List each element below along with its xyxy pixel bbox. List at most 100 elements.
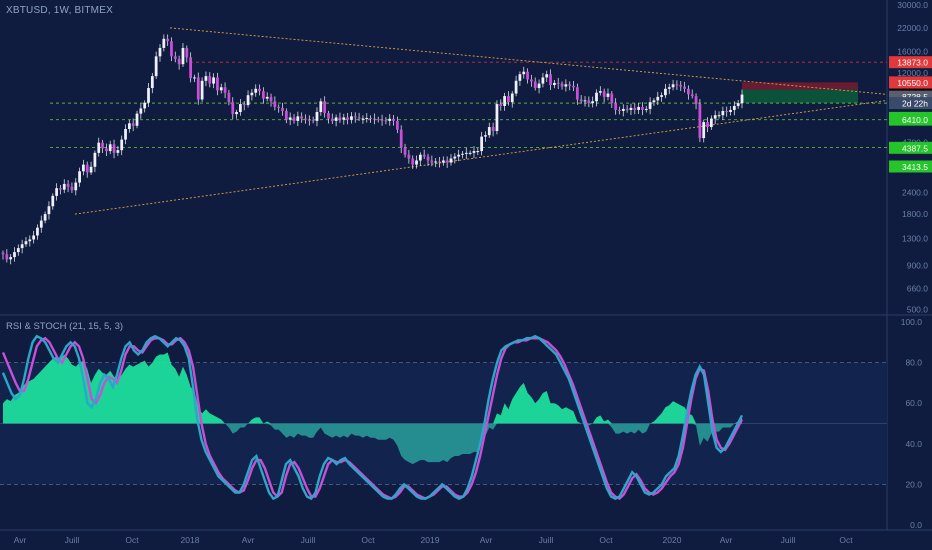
candle-body	[453, 156, 457, 159]
time-tick-label: Oct	[361, 535, 375, 545]
candle-body	[261, 91, 265, 99]
horizontal-levels	[50, 61, 887, 149]
time-tick-label: Oct	[125, 535, 139, 545]
candle-body	[216, 77, 219, 91]
price-tick-label: 1800.0	[902, 209, 928, 219]
candle-body	[150, 76, 154, 89]
candle-body	[510, 93, 514, 103]
candle-body	[422, 154, 426, 157]
price-tag	[889, 97, 932, 110]
candle-body	[177, 58, 181, 65]
time-tick-label: Oct	[839, 535, 853, 545]
candle-body	[610, 93, 614, 104]
candle-body	[116, 150, 120, 153]
candle-body	[564, 84, 568, 87]
price-tick-label: 12000.0	[897, 68, 928, 78]
candle-body	[361, 118, 365, 120]
rsi-stoch-panel: 100.0 80.0 60.0 40.0 20.0 0.0	[0, 317, 922, 530]
candle-body	[323, 101, 327, 114]
candle-body	[9, 257, 13, 260]
candle-body	[51, 195, 55, 207]
stoch-k-line	[1, 334, 744, 501]
time-tick-label: Oct	[599, 535, 613, 545]
candle-body	[330, 118, 334, 121]
time-tick-label: Juill	[65, 535, 80, 545]
time-tick-label: Avr	[480, 535, 493, 545]
candle-body	[166, 38, 170, 42]
candle-body	[598, 91, 602, 93]
candle-body	[200, 80, 204, 100]
candle-body	[47, 206, 51, 215]
candle-body	[120, 139, 124, 151]
price-tag-label: 13873.0	[897, 58, 928, 68]
candle-body	[193, 77, 196, 79]
candle-body	[434, 161, 438, 163]
candle-body	[426, 156, 430, 161]
candle-body	[445, 160, 449, 163]
candle-body	[675, 84, 679, 86]
candle-body	[365, 118, 369, 120]
candle-body	[108, 144, 112, 152]
candle-body	[671, 84, 675, 88]
time-tick-label: 2019	[421, 535, 440, 545]
candle-body	[20, 244, 24, 249]
candle-body	[273, 101, 277, 107]
candle-body	[338, 117, 342, 120]
candle-body	[204, 76, 208, 81]
candle-body	[173, 56, 177, 59]
candle-body	[411, 158, 415, 165]
indicator-tick-label: 40.0	[905, 439, 922, 449]
candle-body	[403, 147, 407, 155]
candle-body	[288, 117, 292, 120]
candle-body	[346, 117, 349, 120]
triangle-trendlines	[74, 27, 888, 215]
candle-body	[526, 71, 529, 80]
candle-body	[43, 214, 47, 221]
price-tick-label: 500.0	[907, 304, 929, 314]
candle-body	[545, 74, 549, 78]
time-axis: Avr Juill Oct 2018 Avr Juill Oct 2019 Avr Juill Oc…	[14, 535, 854, 545]
candle-body	[552, 82, 556, 86]
candle-body	[78, 171, 81, 183]
time-tick-label: 2020	[663, 535, 682, 545]
candle-body	[606, 93, 610, 97]
candle-body	[568, 84, 572, 86]
stoch-d-line	[1, 336, 744, 501]
candle-body	[652, 100, 656, 103]
candle-body	[32, 235, 36, 240]
candle-body	[687, 88, 690, 95]
candle-body	[660, 95, 663, 97]
candle-body	[560, 83, 564, 87]
candle-body	[196, 77, 200, 100]
candle-body	[732, 105, 736, 110]
candle-body	[656, 96, 660, 101]
candle-body	[396, 120, 399, 130]
candle-body	[595, 92, 598, 102]
candle-body	[281, 107, 284, 111]
candle-body	[491, 127, 495, 132]
candle-body	[181, 47, 185, 65]
candle-body	[227, 92, 231, 103]
candle-body	[541, 77, 545, 84]
candle-body	[296, 116, 300, 121]
candle-body	[464, 152, 468, 154]
time-tick-label: Juill	[781, 535, 796, 545]
candle-body	[664, 88, 667, 96]
candle-body	[522, 71, 526, 75]
candle-body	[265, 96, 269, 99]
candle-body	[518, 74, 522, 81]
candle-body	[706, 122, 709, 128]
candle-body	[369, 118, 372, 120]
candle-body	[315, 112, 319, 121]
candle-body	[679, 85, 683, 87]
candle-body	[507, 96, 510, 103]
candle-body	[16, 248, 20, 253]
price-tick-label: 16000.0	[897, 47, 928, 57]
candle-body	[304, 118, 307, 120]
price-tag	[889, 113, 932, 126]
indicator-tick-label: 20.0	[905, 479, 922, 489]
candle-body	[5, 254, 9, 260]
candle-body	[135, 113, 139, 126]
candle-body	[97, 142, 101, 153]
